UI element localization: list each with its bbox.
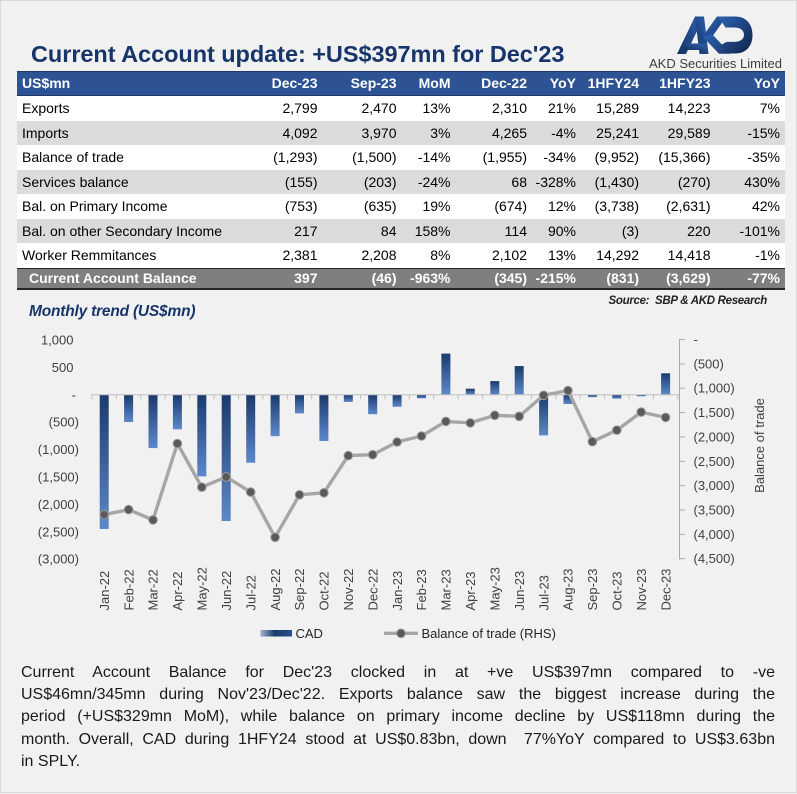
svg-text:Balance of trade: Balance of trade — [752, 398, 767, 493]
svg-text:(500): (500) — [49, 415, 79, 430]
svg-text:Balance of trade (RHS): Balance of trade (RHS) — [422, 626, 556, 641]
svg-text:Sep-23: Sep-23 — [585, 569, 600, 611]
svg-text:(3,000): (3,000) — [38, 552, 79, 567]
svg-text:Jan-22: Jan-22 — [97, 571, 112, 611]
svg-text:May-23: May-23 — [488, 567, 503, 610]
svg-text:Feb-23: Feb-23 — [414, 569, 429, 610]
svg-text:(2,500): (2,500) — [694, 454, 735, 469]
svg-text:Dec-23: Dec-23 — [658, 569, 673, 611]
svg-text:Aug-23: Aug-23 — [561, 569, 576, 611]
svg-text:Mar-22: Mar-22 — [146, 569, 161, 610]
svg-text:Jul-23: Jul-23 — [536, 575, 551, 610]
svg-text:Jan-23: Jan-23 — [390, 571, 405, 611]
svg-text:(2,500): (2,500) — [38, 524, 79, 539]
svg-text:(1,000): (1,000) — [694, 381, 735, 396]
svg-text:(2,000): (2,000) — [694, 429, 735, 444]
svg-text:(500): (500) — [694, 356, 724, 371]
svg-text:Jun-23: Jun-23 — [512, 571, 527, 611]
svg-text:Oct-22: Oct-22 — [317, 571, 332, 610]
svg-text:Jun-22: Jun-22 — [219, 571, 234, 611]
svg-text:500: 500 — [52, 360, 74, 375]
svg-text:(2,000): (2,000) — [38, 497, 79, 512]
svg-text:(1,000): (1,000) — [38, 442, 79, 457]
svg-text:1,000: 1,000 — [41, 333, 74, 348]
svg-text:(1,500): (1,500) — [38, 470, 79, 485]
svg-text:(3,000): (3,000) — [694, 478, 735, 493]
svg-text:Feb-22: Feb-22 — [121, 569, 136, 610]
svg-text:(4,000): (4,000) — [694, 527, 735, 542]
svg-text:Apr-23: Apr-23 — [463, 571, 478, 610]
svg-text:Nov-23: Nov-23 — [634, 569, 649, 611]
svg-text:-: - — [72, 387, 76, 402]
svg-text:(4,500): (4,500) — [694, 551, 735, 566]
svg-text:CAD: CAD — [296, 626, 323, 641]
svg-text:Sep-22: Sep-22 — [292, 569, 307, 611]
svg-text:-: - — [694, 332, 698, 347]
svg-text:Nov-22: Nov-22 — [341, 569, 356, 611]
svg-text:Oct-23: Oct-23 — [610, 571, 625, 610]
svg-text:Dec-22: Dec-22 — [365, 569, 380, 611]
svg-text:(3,500): (3,500) — [694, 503, 735, 518]
svg-text:Aug-22: Aug-22 — [268, 569, 283, 611]
svg-text:(1,500): (1,500) — [694, 405, 735, 420]
svg-text:Mar-23: Mar-23 — [439, 569, 454, 610]
svg-text:Jul-22: Jul-22 — [243, 575, 258, 610]
svg-text:May-22: May-22 — [195, 567, 210, 610]
svg-text:Apr-22: Apr-22 — [170, 571, 185, 610]
